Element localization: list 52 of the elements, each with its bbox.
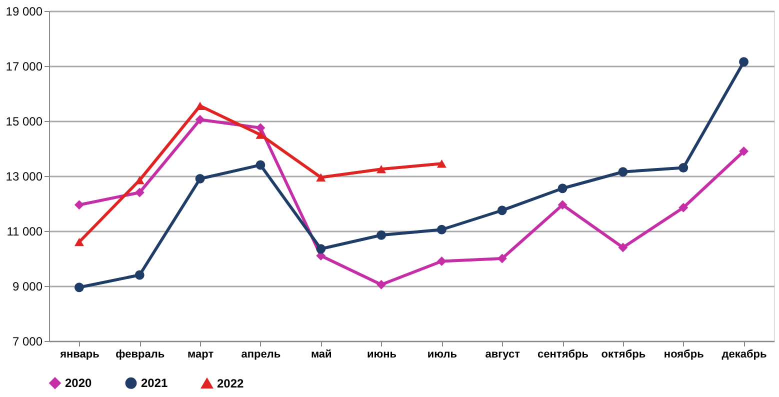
x-tick-label: март xyxy=(188,348,214,360)
point xyxy=(436,224,446,234)
x-tick-label: декабрь xyxy=(722,348,768,360)
x-tick-label: май xyxy=(310,348,332,360)
x-tick-label: август xyxy=(485,348,521,360)
point xyxy=(678,163,688,172)
point xyxy=(618,242,628,252)
x-tick-label: апрель xyxy=(241,348,281,360)
y-tick-label: 13 000 xyxy=(6,170,43,184)
point xyxy=(436,256,446,266)
point xyxy=(618,167,628,177)
point xyxy=(376,280,386,290)
point xyxy=(256,123,266,133)
point xyxy=(497,206,507,216)
point xyxy=(134,176,144,184)
point xyxy=(134,270,144,280)
legend-label: 2022 xyxy=(217,376,244,390)
x-tick-label: ноябрь xyxy=(664,348,704,360)
point xyxy=(739,57,749,67)
y-tick-label: 17 000 xyxy=(6,60,43,74)
x-tick-label: июнь xyxy=(367,348,397,360)
y-tick-label: 7 000 xyxy=(12,334,43,348)
point xyxy=(376,230,386,240)
point xyxy=(195,174,205,184)
legend-label: 2020 xyxy=(65,376,92,390)
point xyxy=(558,200,568,210)
point xyxy=(436,160,446,168)
point xyxy=(558,184,568,194)
y-tick-label: 11 000 xyxy=(6,224,43,238)
point xyxy=(195,102,205,110)
point xyxy=(497,254,507,264)
y-tick-label: 9 000 xyxy=(12,280,43,294)
y-tick-label: 15 000 xyxy=(6,114,43,128)
point xyxy=(316,173,326,182)
point xyxy=(134,188,144,198)
point xyxy=(74,238,84,246)
point xyxy=(195,114,205,124)
point xyxy=(316,244,326,254)
x-tick-label: октябрь xyxy=(601,348,646,360)
point xyxy=(678,202,688,212)
point xyxy=(256,160,266,170)
x-tick-label: январь xyxy=(60,348,100,360)
point xyxy=(739,146,749,156)
x-tick-label: февраль xyxy=(116,348,165,360)
point xyxy=(256,130,266,139)
y-tick-label: 19 000 xyxy=(6,4,43,18)
legend-label: 2021 xyxy=(141,376,168,390)
point xyxy=(376,165,386,174)
x-tick-label: июль xyxy=(427,348,458,360)
x-tick-label: сентябрь xyxy=(538,348,589,360)
point xyxy=(74,282,84,292)
point xyxy=(74,200,84,210)
